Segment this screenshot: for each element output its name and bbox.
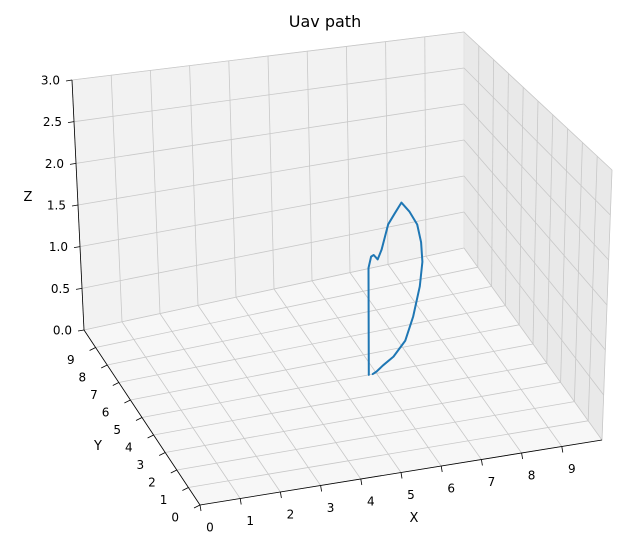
- z-tick-label: 0.5: [51, 282, 70, 296]
- grid-line-y-floor: [130, 324, 520, 401]
- grid-line-y-floor: [188, 420, 589, 488]
- y-tick: [147, 434, 154, 439]
- grid-line-y-floor: [107, 286, 492, 366]
- x-tick-label: 4: [367, 495, 375, 509]
- x-tick: [400, 472, 403, 479]
- z-tick: [75, 287, 83, 290]
- grid-line-z-back: [463, 103, 609, 261]
- grid-line-y-floor: [118, 305, 506, 383]
- tick-labels: 0 1 2 3 4 5 6 7 8 901234567890.00.51.01.52.02.53.…: [41, 74, 576, 535]
- y-tick-label: 3: [137, 458, 145, 472]
- grid-line-z-left: [79, 175, 465, 248]
- x-tick-label: 5: [407, 488, 415, 502]
- y-tick: [159, 452, 166, 456]
- z-tick: [71, 204, 79, 207]
- z-tick: [77, 329, 85, 332]
- z-tick: [73, 246, 81, 249]
- y-axis-label: Y: [93, 439, 102, 454]
- z-tick-label: 1.0: [49, 240, 68, 254]
- y-tick-label: 9: [67, 353, 75, 367]
- y-tick-label: 4: [125, 441, 133, 455]
- grid-line-y-floor: [95, 266, 478, 348]
- x-tick: [561, 446, 564, 453]
- y-tick-label: 2: [148, 476, 156, 490]
- grid-line-z-back: [463, 247, 603, 441]
- series-layer: [367, 201, 424, 376]
- y-tick: [124, 399, 131, 404]
- z-tick-label: 1.5: [47, 199, 66, 213]
- x-tick: [481, 459, 483, 466]
- grid-line-z-back: [463, 139, 608, 306]
- grid-line-z-back: [463, 175, 606, 351]
- grid-line-z-left: [77, 139, 465, 206]
- x-tick-label: 1: [246, 514, 254, 528]
- x-tick: [239, 498, 242, 505]
- x-tick: [280, 491, 282, 499]
- z-tick-label: 0.0: [53, 324, 72, 338]
- x-tick-label: 8: [528, 469, 536, 483]
- grid-line-z-back: [463, 31, 613, 171]
- y-tick: [170, 469, 177, 474]
- x-tick: [320, 485, 322, 492]
- y-tick-label: 1: [160, 493, 168, 507]
- x-tick-label: 0: [206, 521, 214, 535]
- grid-line-y-floor: [165, 382, 561, 453]
- grid-line-y-floor: [176, 401, 575, 471]
- grid-line-z-back: [463, 211, 604, 396]
- x-axis-label: X: [410, 511, 419, 526]
- gridlines: [71, 31, 613, 506]
- x-tick-label: 2: [287, 508, 295, 522]
- z-tick: [65, 79, 73, 82]
- chart-title: Uav path: [289, 12, 361, 31]
- y-tick-label: 0: [171, 511, 179, 525]
- x-tick: [199, 504, 202, 512]
- grid-line-z-left: [75, 103, 465, 164]
- uav-path-line: [367, 201, 424, 376]
- z-tick: [67, 121, 75, 124]
- x-tick-label: 7: [488, 475, 496, 489]
- grid-line-z-left: [81, 211, 465, 289]
- z-tick-label: 3.0: [41, 74, 60, 88]
- y-tick: [101, 364, 108, 369]
- x-tick-label: 3: [327, 501, 335, 515]
- y-tick: [135, 417, 143, 421]
- grid-line-z-left: [73, 67, 465, 123]
- y-tick-label: 7: [90, 388, 98, 402]
- y-tick-label: 5: [113, 423, 121, 437]
- z-tick-label: 2.0: [45, 157, 64, 171]
- y-tick: [89, 347, 96, 351]
- grid-line-y-floor: [153, 362, 547, 436]
- grid-line-z-left: [83, 247, 465, 331]
- grid-line-z-left: [71, 31, 465, 81]
- z-tick-label: 2.5: [43, 115, 62, 129]
- y-tick: [112, 382, 119, 386]
- z-tick: [69, 162, 77, 165]
- grid-line-y-floor: [141, 343, 534, 418]
- y-tick: [182, 487, 189, 491]
- x-tick: [360, 478, 363, 486]
- x-tick: [440, 465, 443, 473]
- z-axis-label: Z: [24, 190, 33, 205]
- grid-line-z-back: [463, 67, 611, 216]
- y-tick: [193, 504, 201, 509]
- axes: [65, 79, 603, 512]
- y-tick-label: 8: [79, 371, 87, 385]
- x-tick: [521, 452, 523, 460]
- y-tick-label: 6: [102, 406, 110, 420]
- x-tick-label: 9: [568, 462, 576, 476]
- x-tick-label: 6: [447, 482, 455, 496]
